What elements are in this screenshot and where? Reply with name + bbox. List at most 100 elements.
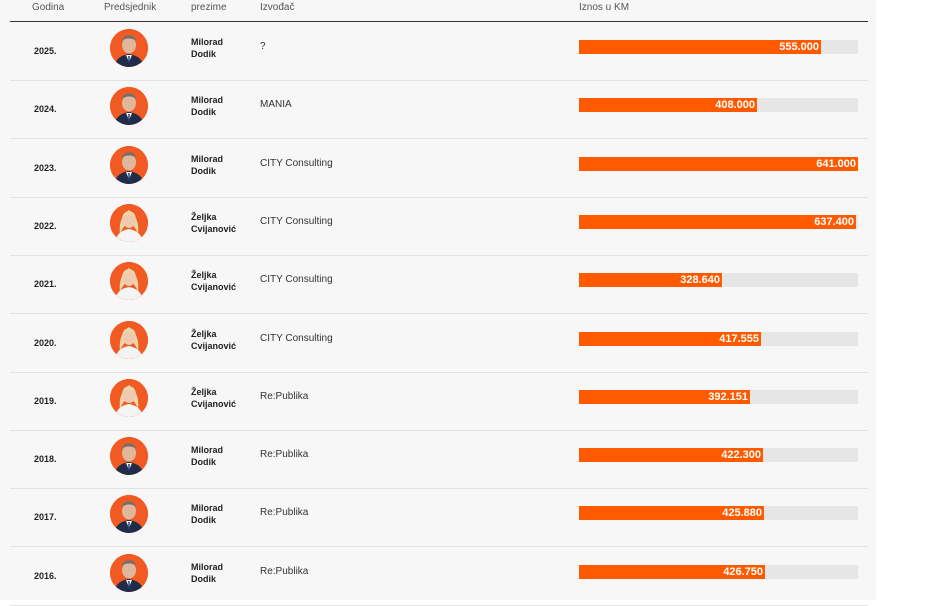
bar: 555.000 — [579, 40, 821, 54]
bar-value-label: 392.151 — [708, 390, 748, 403]
bar-value-label: 425.880 — [722, 507, 762, 520]
president-name: Milorad Dodik — [191, 36, 261, 60]
last-name: Cvijanović — [191, 282, 237, 293]
first-name: Milorad — [191, 153, 224, 164]
contractor-cell: CITY Consulting — [260, 215, 333, 227]
table-row: 2025. Milorad Dodik? 555.000 — [10, 22, 868, 81]
last-name: Cvijanović — [191, 340, 237, 351]
last-name: Dodik — [191, 165, 217, 176]
header-contractor: Izvođač — [260, 2, 295, 13]
bar-track: 422.300 — [579, 448, 858, 463]
bar-track: 637.400 — [579, 214, 858, 229]
first-name: Milorad — [191, 95, 224, 106]
year-cell: 2019. — [34, 395, 57, 406]
bar: 392.151 — [579, 389, 750, 404]
bar-value-label: 637.400 — [814, 215, 854, 228]
contractor-cell: MANIA — [260, 99, 292, 111]
bar-value-label: 328.640 — [680, 274, 720, 287]
bar: 422.300 — [579, 448, 763, 463]
president-name: Milorad Dodik — [191, 153, 261, 177]
year-cell: 2024. — [34, 104, 57, 115]
woman-portrait-icon — [110, 262, 148, 301]
last-name: Dodik — [191, 107, 217, 118]
table-row: 2022. Željka Cvijanović CITY Consulting 637.… — [10, 197, 868, 256]
header-divider — [10, 21, 868, 22]
table-row: 2020. Željka Cvijanović CITY Consulting 417.… — [10, 314, 868, 373]
first-name: Željka — [191, 386, 217, 397]
bar-track: 425.880 — [579, 506, 858, 521]
bar: 408.000 — [579, 98, 757, 113]
header-surname: prezime — [191, 2, 227, 13]
bar-track: 426.750 — [579, 564, 858, 579]
first-name: Željka — [191, 211, 217, 222]
bar-value-label: 422.300 — [721, 449, 761, 462]
first-name: Milorad — [191, 37, 224, 47]
year-cell: 2020. — [34, 337, 57, 348]
president-name: Milorad Dodik — [191, 444, 261, 468]
bar-value-label: 426.750 — [723, 565, 763, 578]
table-row: 2019. Željka Cvijanović Re:Publika 392.151 — [10, 372, 868, 431]
bar-value-label: 417.555 — [719, 332, 759, 345]
bar-track: 328.640 — [579, 273, 858, 288]
contractor-cell: CITY Consulting — [260, 332, 333, 344]
president-name: Željka Cvijanović — [191, 386, 261, 410]
contractor-cell: Re:Publika — [260, 565, 309, 577]
president-name: Milorad Dodik — [191, 561, 261, 585]
year-cell: 2017. — [34, 512, 57, 523]
table-row: 2016. Milorad Dodik Re:Publika 426.750 — [10, 547, 868, 606]
first-name: Milorad — [191, 561, 224, 572]
contractor-cell: Re:Publika — [260, 507, 309, 519]
bar-track: 392.151 — [579, 389, 858, 404]
last-name: Dodik — [191, 49, 217, 59]
president-name: Milorad Dodik — [191, 502, 261, 526]
bar-track: 408.000 — [579, 98, 858, 113]
bar: 641.000 — [579, 156, 858, 171]
woman-portrait-icon — [110, 378, 148, 417]
last-name: Cvijanović — [191, 223, 237, 234]
president-name: Željka Cvijanović — [191, 211, 261, 235]
man-portrait-icon — [110, 437, 148, 476]
president-name: Željka Cvijanović — [191, 328, 261, 352]
bar-track: 641.000 — [579, 156, 858, 171]
woman-portrait-icon — [110, 320, 148, 359]
bar: 417.555 — [579, 331, 761, 346]
year-cell: 2016. — [34, 570, 57, 581]
bar-track: 417.555 — [579, 331, 858, 346]
president-name: Milorad Dodik — [191, 94, 261, 118]
last-name: Cvijanović — [191, 398, 237, 409]
year-cell: 2025. — [34, 46, 57, 56]
header-year: Godina — [32, 2, 65, 13]
contractor-cell: CITY Consulting — [260, 274, 333, 286]
table-row: 2018. Milorad Dodik Re:Publika 422.300 — [10, 430, 868, 490]
man-portrait-icon — [110, 87, 148, 126]
year-cell: 2023. — [34, 162, 57, 173]
first-name: Željka — [191, 328, 217, 339]
last-name: Dodik — [191, 457, 217, 468]
president-name: Željka Cvijanović — [191, 269, 261, 293]
first-name: Milorad — [191, 445, 224, 456]
bar: 426.750 — [579, 564, 765, 579]
last-name: Dodik — [191, 573, 217, 584]
man-portrait-icon — [110, 29, 148, 67]
header-president: Predsjednik — [104, 2, 157, 13]
last-name: Dodik — [191, 515, 217, 526]
header-amount: Iznos u KM — [579, 2, 630, 13]
first-name: Željka — [191, 270, 217, 281]
chart-panel: Godina Predsjednik prezime Izvođač Iznos… — [10, 2, 868, 606]
bar: 637.400 — [579, 214, 856, 229]
contractor-cell: Re:Publika — [260, 449, 309, 461]
first-name: Milorad — [191, 503, 224, 514]
bar-value-label: 408.000 — [715, 99, 755, 112]
contractor-cell: Re:Publika — [260, 390, 309, 402]
year-cell: 2022. — [34, 220, 57, 231]
table-row: 2023. Milorad Dodik CITY Consulting 641.000 — [10, 139, 868, 198]
table-row: 2017. Milorad Dodik Re:Publika 425.880 — [10, 488, 868, 548]
bar-value-label: 641.000 — [816, 157, 856, 170]
bar-track: 555.000 — [579, 40, 858, 54]
man-portrait-icon — [110, 553, 148, 592]
year-cell: 2021. — [34, 279, 57, 290]
man-portrait-icon — [110, 145, 148, 184]
year-cell: 2018. — [34, 454, 57, 465]
bar: 328.640 — [579, 273, 722, 288]
contractor-cell: CITY Consulting — [260, 157, 333, 169]
